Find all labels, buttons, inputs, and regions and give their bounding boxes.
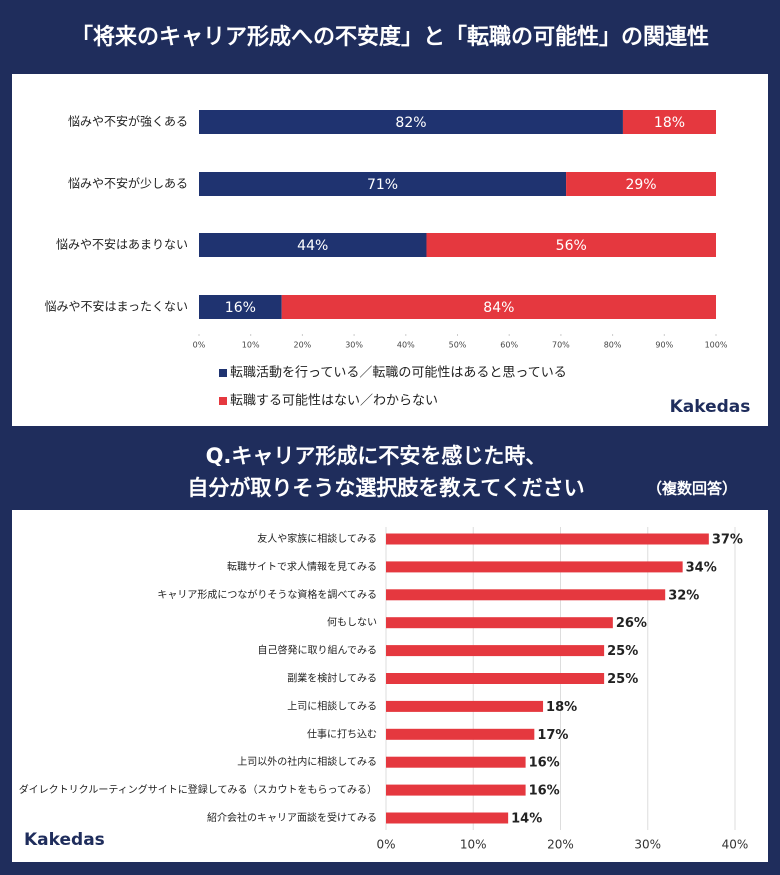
brand-logo: Kakedas [670, 397, 751, 417]
chart-title: Q.キャリア形成に不安を感じた時、 [206, 444, 547, 468]
x-tick-label: 50% [449, 341, 467, 350]
value-label: 16% [529, 756, 560, 771]
value-label: 84% [483, 300, 514, 316]
value-label: 29% [625, 177, 656, 193]
legend-swatch [219, 369, 227, 377]
x-tick-label: 90% [655, 341, 673, 350]
x-tick-label: 30% [345, 341, 363, 350]
bar [386, 673, 605, 684]
value-label: 82% [395, 115, 426, 131]
x-tick-label: 20% [547, 838, 574, 852]
category-label: ダイレクトリクルーティングサイトに登録してみる（スカウトをもらってみる） [19, 783, 377, 796]
bar [386, 728, 535, 740]
category-label: 友人や家族に相談してみる [257, 532, 377, 545]
category-label: 悩みや不安はあまりない [56, 237, 188, 252]
chart-title: 「将来のキャリア形成への不安度」と「転職の可能性」の関連性 [71, 24, 709, 50]
bar-segment [566, 172, 716, 196]
category-label: 副業を検討してみる [287, 672, 377, 685]
bar-segment [199, 233, 427, 257]
value-label: 18% [654, 115, 685, 131]
value-label: 17% [537, 728, 568, 743]
value-label: 32% [668, 588, 699, 603]
note: （複数回答） [647, 480, 737, 498]
category-label: 悩みや不安はまったくない [44, 299, 188, 314]
category-label: キャリア形成につながりそうな資格を調べてみる [157, 588, 377, 601]
value-label: 14% [511, 812, 542, 827]
category-label: 悩みや不安が少しある [68, 176, 188, 191]
x-tick-label: 100% [705, 341, 728, 350]
bar-segment [199, 110, 623, 134]
category-label: 転職サイトで求人情報を見てみる [227, 560, 377, 573]
bar [386, 533, 709, 545]
bar [386, 617, 613, 629]
bar-segment [199, 295, 282, 319]
category-label: 仕事に打ち込む [307, 727, 377, 740]
category-label: 何もしない [327, 616, 377, 629]
bar [386, 812, 509, 824]
bar [386, 756, 526, 768]
x-tick-label: 20% [294, 341, 312, 350]
bar [386, 784, 526, 796]
bar-segment [426, 233, 716, 257]
value-label: 37% [712, 533, 743, 548]
x-tick-label: 40% [397, 341, 415, 350]
bar-segment [199, 172, 567, 196]
category-label: 上司以外の社内に相談してみる [237, 755, 377, 768]
bar-segment [622, 110, 716, 134]
bar-segment [281, 295, 716, 319]
category-label: 上司に相談してみる [287, 699, 377, 712]
x-tick-label: 80% [604, 341, 622, 350]
bar [386, 700, 544, 712]
category-label: 自己啓発に取り組んでみる [258, 644, 378, 657]
bar [386, 561, 683, 573]
x-tick-label: 0% [193, 341, 206, 350]
brand-logo: Kakedas [24, 830, 105, 850]
value-label: 26% [616, 616, 647, 631]
value-label: 25% [607, 672, 638, 687]
legend-label: 転職する可能性はない／わからない [230, 394, 438, 409]
value-label: 16% [529, 784, 560, 799]
legend-label: 転職活動を行っている／転職の可能性はあると思っている [230, 366, 567, 381]
x-tick-label: 10% [242, 341, 260, 350]
x-tick-label: 60% [500, 341, 518, 350]
value-label: 44% [297, 238, 328, 254]
value-label: 18% [546, 700, 577, 715]
chart-title: 自分が取りそうな選択肢を教えてください [187, 476, 584, 500]
bar [386, 645, 605, 657]
value-label: 71% [367, 177, 398, 193]
category-label: 悩みや不安が強くある [68, 114, 188, 129]
x-tick-label: 10% [460, 838, 487, 852]
x-tick-label: 40% [722, 838, 749, 852]
legend-swatch [219, 397, 227, 405]
category-label: 紹介会社のキャリア面談を受けてみる [207, 811, 377, 824]
x-tick-label: 30% [634, 838, 661, 852]
value-label: 56% [556, 238, 587, 254]
value-label: 16% [225, 300, 256, 316]
x-tick-label: 70% [552, 341, 570, 350]
value-label: 25% [607, 644, 638, 659]
x-tick-label: 0% [376, 838, 395, 852]
value-label: 34% [686, 560, 717, 575]
bar [386, 589, 666, 601]
